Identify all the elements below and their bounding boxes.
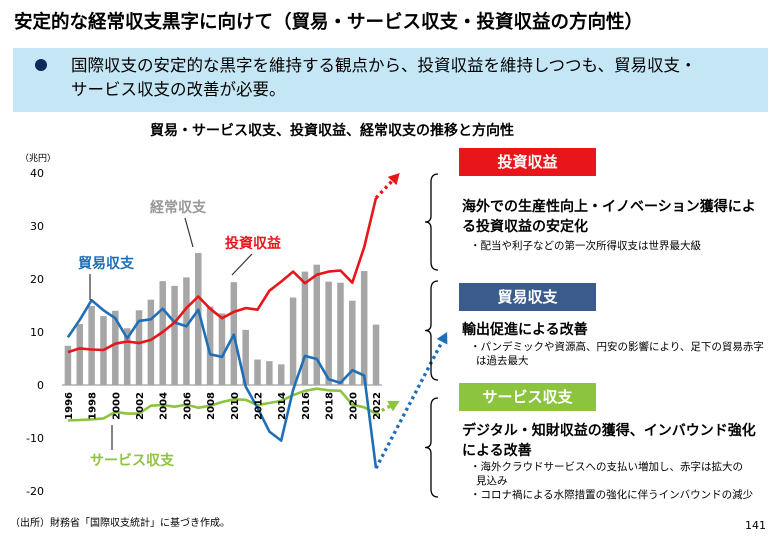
x-tick-label: 2000 <box>111 392 122 420</box>
y-tick-label: 0 <box>37 379 44 392</box>
services-bracket <box>424 397 439 498</box>
current-account-bar <box>372 324 380 385</box>
y-tick-label: -20 <box>26 485 44 498</box>
services-note-1: ・海外クラウドサービスへの支払い増加し、赤字は拡大の <box>470 461 743 473</box>
investment-series-label: 投資収益 <box>225 235 281 252</box>
current-account-bar <box>135 310 143 385</box>
current-account-bar <box>289 297 297 385</box>
summary-text: 国際収支の安定的な黒字を維持する観点から、投資収益を維持しつつも、貿易収支・ サ… <box>71 54 761 102</box>
current-account-bar <box>147 299 155 385</box>
services-balance-line <box>67 387 377 422</box>
trade-balance-line <box>66 298 378 469</box>
services-note-3: ・コロナ禍による水際措置の強化に伴うインバウンドの減少 <box>470 489 754 501</box>
investment-income-line-projection-arrow <box>387 173 400 186</box>
bullet-icon <box>35 59 47 71</box>
x-tick-label: 2008 <box>206 392 217 420</box>
current-account-bar <box>277 364 285 385</box>
y-tick-label: 20 <box>30 273 44 286</box>
current-account-bar <box>112 310 119 385</box>
investment-income-line <box>67 197 378 354</box>
trade-note-2: は過去最大 <box>476 355 529 367</box>
current-account-bar <box>76 324 84 385</box>
x-tick-label: 2022 <box>372 392 383 420</box>
investment-heading-2: る投資収益の安定化 <box>462 219 588 235</box>
current-account-series-label: 経常収支 <box>150 199 207 216</box>
services-note-2: 見込み <box>476 475 508 487</box>
y-unit-label: （兆円） <box>20 153 56 164</box>
x-tick-label: 2010 <box>230 392 241 420</box>
current-account-bar <box>195 253 202 385</box>
trade-balance-line-projection-arrow <box>436 332 448 345</box>
investment-heading-1: 海外での生産性向上・イノベーション獲得によ <box>462 199 756 215</box>
current-account-bar <box>123 328 131 385</box>
current-account-bar <box>242 329 249 385</box>
x-tick-label: 2002 <box>135 392 146 420</box>
services-series-label: サービス収支 <box>90 452 175 469</box>
services-balance-line-projection <box>375 404 391 416</box>
x-tick-label: 2018 <box>325 392 336 420</box>
y-tick-label: 10 <box>30 326 44 339</box>
summary-line-1: 国際収支の安定的な黒字を維持する観点から、投資収益を維持しつつも、貿易収支・ <box>71 56 697 75</box>
y-tick-label: 30 <box>30 220 44 233</box>
current-account-bar <box>337 282 344 385</box>
source-note: （出所）財務省「国際収支統計」に基づき作成。 <box>10 518 230 529</box>
services-heading-1: デジタル・知財収益の獲得、インバウンド強化 <box>462 423 756 439</box>
page-title: 安定的な経常収支黒字に向けて（貿易・サービス収支・投資収益の方向性） <box>14 12 644 33</box>
x-tick-label: 2006 <box>182 392 193 420</box>
x-tick-label: 2020 <box>348 392 359 420</box>
trade-series-label: 貿易収支 <box>78 255 135 272</box>
x-tick-label: 2004 <box>159 392 170 420</box>
current-account-bar <box>360 271 368 385</box>
current-account-pointer <box>184 217 194 248</box>
x-tick-label: 2012 <box>254 392 265 420</box>
services-balance-line-projection-arrow <box>387 400 400 412</box>
page-number: 141 <box>745 519 766 532</box>
x-tick-label: 2014 <box>277 392 288 420</box>
current-account-bar <box>183 277 190 385</box>
x-tick-label: 1996 <box>64 392 75 420</box>
summary-box: 国際収支の安定的な黒字を維持する観点から、投資収益を維持しつつも、貿易収支・ サ… <box>13 48 768 112</box>
current-account-bar <box>64 345 72 385</box>
current-account-bar <box>301 271 309 385</box>
investment-pointer <box>231 253 253 276</box>
x-tick-label: 2016 <box>301 392 312 420</box>
x-tick-label: 1998 <box>88 392 99 420</box>
trade-heading: 輸出促進による改善 <box>462 322 588 338</box>
summary-line-2: サービス収支の改善が必要。 <box>71 80 286 99</box>
current-account-bar <box>349 300 356 385</box>
current-account-bar <box>313 264 321 385</box>
trade-balance-line-projection <box>374 340 444 469</box>
y-tick-label: 40 <box>30 167 44 180</box>
services-label-box: サービス収支 <box>459 383 596 411</box>
investment-income-line-projection <box>374 179 394 200</box>
trade-bracket <box>424 280 439 381</box>
current-account-bar <box>206 306 214 385</box>
current-account-bar <box>266 361 273 385</box>
current-account-bar <box>325 281 332 385</box>
current-account-bar <box>88 306 95 385</box>
current-account-bar <box>254 359 261 385</box>
current-account-bar <box>218 313 226 385</box>
trade-note-1: ・パンデミックや資源高、円安の影響により、足下の貿易赤字 <box>470 341 764 353</box>
investment-label-box: 投資収益 <box>459 148 596 176</box>
trade-label-box: 貿易収支 <box>459 283 596 311</box>
chart-title: 貿易・サービス収支、投資収益、経常収支の推移と方向性 <box>150 123 514 139</box>
investment-note-1: ・配当や利子などの第一次所得収支は世界最大級 <box>470 240 701 252</box>
y-tick-label: -10 <box>26 432 44 445</box>
investment-bracket <box>424 173 439 271</box>
services-heading-2: による改善 <box>462 443 532 459</box>
current-account-bar <box>171 285 178 385</box>
